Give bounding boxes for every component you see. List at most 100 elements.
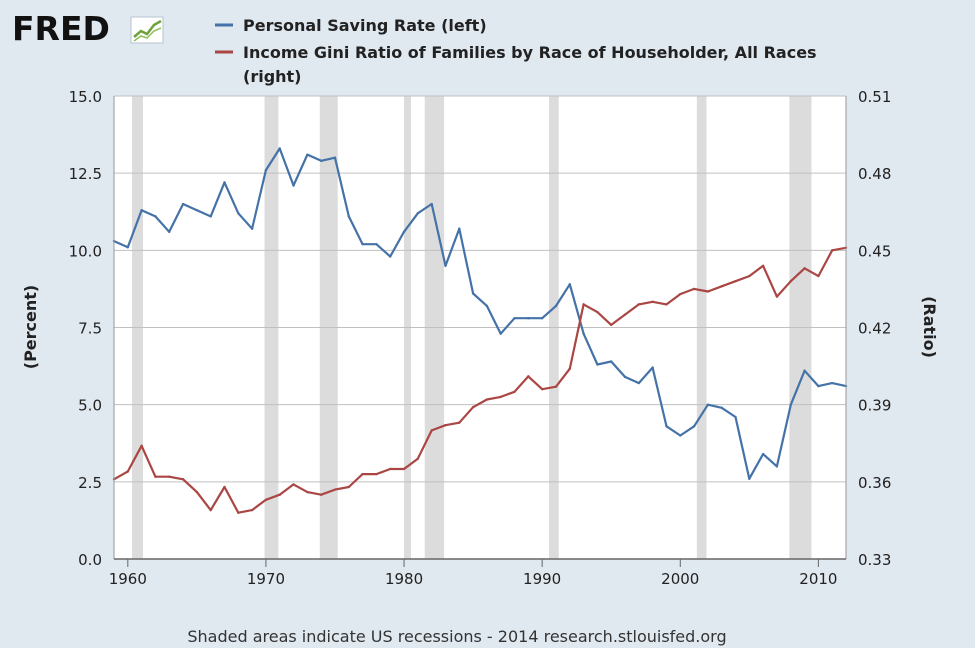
- data-point: [775, 295, 779, 298]
- series-personal-saving-rate: [112, 147, 848, 480]
- data-point: [416, 457, 420, 460]
- data-point: [748, 274, 751, 278]
- y-axis-left: 0.0 2.5 5.0 7.5 10.0 12.5 15.0: [69, 88, 115, 569]
- y-left-tick-label: 0.0: [78, 551, 102, 569]
- data-point: [168, 475, 171, 478]
- data-point: [734, 280, 737, 283]
- data-point: [720, 285, 723, 288]
- x-tick-label: 1990: [523, 570, 561, 588]
- data-point: [319, 493, 323, 496]
- data-point: [554, 385, 558, 388]
- data-point: [347, 215, 350, 218]
- data-point: [734, 415, 737, 419]
- data-point: [444, 424, 447, 427]
- legend-label-gini: Income Gini Ratio of Families by Race of…: [243, 43, 817, 62]
- data-point: [375, 242, 378, 246]
- data-point: [209, 508, 212, 512]
- y-right-tick-label: 0.39: [858, 397, 891, 415]
- data-point: [402, 230, 406, 234]
- data-point: [637, 303, 641, 306]
- data-point: [306, 490, 309, 494]
- data-point: [665, 425, 668, 428]
- data-point: [416, 212, 420, 215]
- data-point: [250, 227, 254, 230]
- x-tick-label: 1980: [385, 570, 423, 588]
- data-point: [140, 209, 143, 212]
- y-axis-right: 0.33 0.36 0.39 0.42 0.45 0.48 0.51: [845, 88, 891, 569]
- y-left-tick-label: 2.5: [78, 474, 102, 492]
- data-point: [610, 323, 613, 327]
- data-point: [679, 434, 682, 437]
- data-point: [181, 478, 185, 481]
- footer-note: Shaded areas indicate US recessions - 20…: [187, 627, 726, 646]
- y-axis-label-left: (Percent): [21, 285, 40, 369]
- y-right-tick-label: 0.36: [858, 474, 891, 492]
- x-tick-label: 1970: [247, 570, 285, 588]
- fred-graph-icon: [130, 16, 164, 44]
- data-point: [223, 181, 226, 184]
- data-point: [775, 465, 779, 468]
- data-point: [333, 488, 337, 491]
- fred-logo-text: FRED: [12, 9, 110, 48]
- data-point: [706, 403, 710, 406]
- data-point: [347, 485, 350, 489]
- data-point: [527, 375, 530, 378]
- data-point: [527, 317, 530, 320]
- data-point: [513, 390, 516, 394]
- x-axis: 1960 1970 1980 1990 2000 2010: [109, 558, 846, 588]
- y-left-tick-label: 10.0: [69, 242, 102, 260]
- data-point: [361, 242, 364, 246]
- y-right-tick-label: 0.33: [858, 551, 891, 569]
- data-point: [720, 406, 723, 409]
- data-point: [803, 369, 806, 372]
- data-point: [375, 472, 378, 476]
- data-point: [264, 498, 268, 502]
- data-point: [264, 168, 268, 172]
- y-right-tick-label: 0.45: [858, 242, 891, 260]
- data-point: [485, 304, 489, 308]
- series-line: [113, 246, 847, 514]
- data-point: [444, 264, 447, 267]
- data-point: [499, 332, 502, 335]
- data-point: [333, 156, 337, 159]
- y-right-tick-label: 0.51: [858, 88, 891, 106]
- data-point: [292, 483, 295, 486]
- data-point: [582, 303, 585, 306]
- data-point: [665, 303, 668, 306]
- data-point: [195, 209, 199, 212]
- legend: Personal Saving Rate (left) Income Gini …: [215, 16, 817, 86]
- legend-label-gini-cont: (right): [243, 67, 302, 86]
- data-point: [706, 290, 710, 293]
- data-point: [582, 332, 585, 335]
- data-point: [402, 467, 406, 471]
- data-point: [596, 363, 599, 366]
- series-gini-ratio: [112, 246, 848, 514]
- y-right-tick-label: 0.48: [858, 165, 891, 183]
- data-point: [458, 227, 461, 230]
- data-point: [692, 287, 696, 291]
- data-point: [237, 511, 240, 514]
- data-point: [568, 283, 571, 286]
- data-point: [126, 470, 130, 473]
- data-point: [181, 202, 185, 206]
- data-point: [830, 249, 834, 252]
- x-tick-label: 2000: [661, 570, 699, 588]
- data-point: [140, 444, 143, 448]
- data-point: [761, 452, 765, 456]
- data-point: [540, 317, 544, 320]
- data-point: [513, 317, 516, 320]
- y-left-tick-label: 15.0: [69, 88, 102, 106]
- data-point: [319, 159, 323, 163]
- data-point: [361, 472, 364, 476]
- data-point: [223, 485, 226, 489]
- data-point: [195, 490, 199, 494]
- data-point: [623, 375, 627, 379]
- y-right-tick-label: 0.42: [858, 320, 891, 338]
- fred-logo[interactable]: FRED: [12, 9, 164, 48]
- data-point: [817, 274, 820, 278]
- data-point: [485, 398, 489, 401]
- data-point: [803, 267, 806, 270]
- data-point: [748, 477, 751, 480]
- y-left-tick-label: 12.5: [69, 165, 102, 183]
- data-point: [168, 230, 171, 234]
